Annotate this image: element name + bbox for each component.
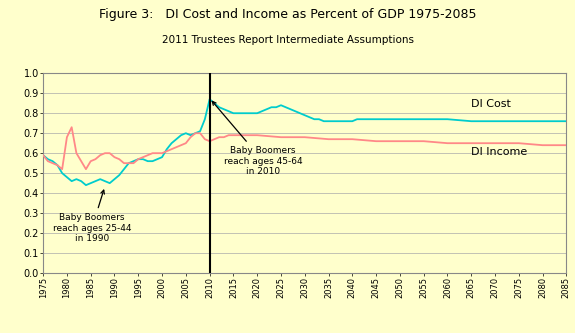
- Text: Baby Boomers
reach ages 45-64
in 2010: Baby Boomers reach ages 45-64 in 2010: [212, 102, 302, 176]
- Text: 2011 Trustees Report Intermediate Assumptions: 2011 Trustees Report Intermediate Assump…: [162, 35, 413, 45]
- Text: Baby Boomers
reach ages 25-44
in 1990: Baby Boomers reach ages 25-44 in 1990: [53, 190, 131, 243]
- Text: DI Income: DI Income: [472, 147, 527, 157]
- Text: DI Cost: DI Cost: [472, 99, 511, 109]
- Text: Figure 3:   DI Cost and Income as Percent of GDP 1975-2085: Figure 3: DI Cost and Income as Percent …: [99, 8, 476, 21]
